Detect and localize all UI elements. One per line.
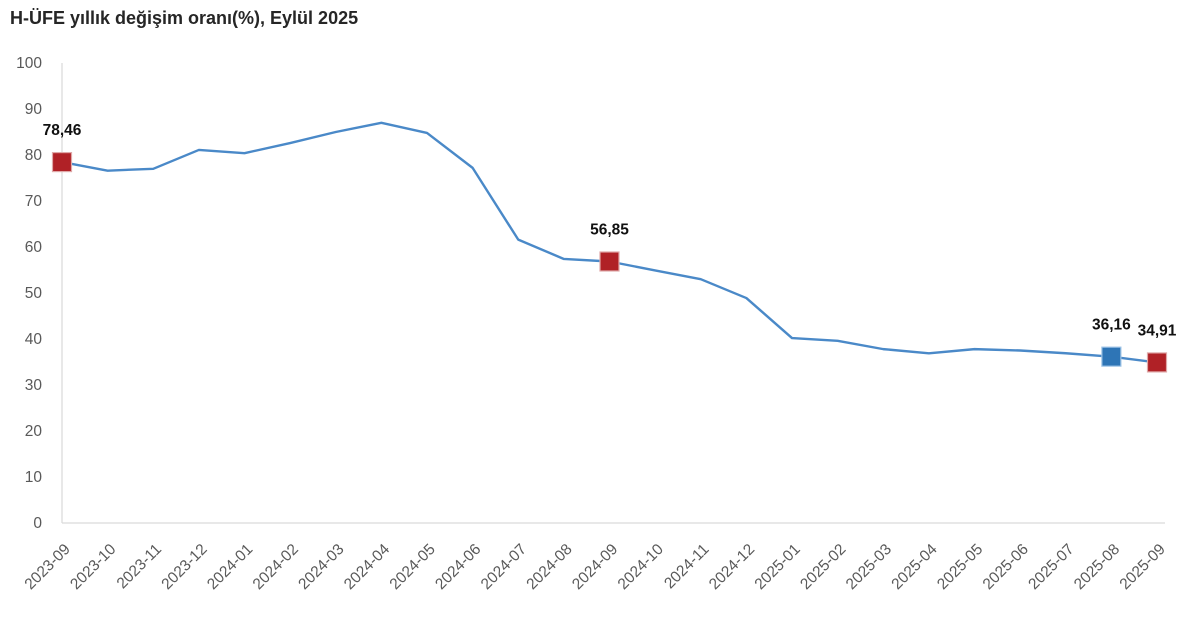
y-tick-label: 30 — [25, 377, 43, 394]
y-tick-label: 50 — [25, 285, 43, 302]
x-tick-label: 2023-10 — [67, 541, 120, 594]
x-tick-label: 2025-06 — [980, 541, 1032, 593]
y-tick-label: 90 — [25, 101, 43, 118]
marker-2025-09 — [1146, 352, 1168, 373]
data-label-2025-09: 34,91 — [1138, 322, 1177, 339]
y-tick-label: 40 — [25, 331, 43, 348]
y-tick-label: 10 — [25, 469, 43, 486]
x-tick-label: 2024-09 — [569, 541, 621, 593]
data-label-2024-09: 56,85 — [590, 221, 629, 238]
marker-2023-09 — [51, 151, 73, 173]
y-tick-label: 0 — [33, 515, 42, 532]
data-line — [60, 121, 1159, 364]
x-tick-label: 2025-05 — [934, 541, 986, 593]
x-tick-label: 2024-03 — [295, 541, 347, 593]
x-tick-label: 2025-07 — [1025, 541, 1077, 593]
chart-title: H-ÜFE yıllık değişim oranı(%), Eylül 202… — [10, 8, 359, 28]
y-tick-label: 20 — [25, 423, 43, 440]
y-tick-label: 70 — [25, 193, 43, 210]
data-label-2023-09: 78,46 — [43, 122, 82, 139]
x-tick-label: 2024-01 — [204, 541, 256, 593]
x-tick-label: 2023-11 — [114, 541, 165, 592]
x-tick-label: 2024-06 — [432, 541, 484, 593]
x-tick-label: 2025-09 — [1117, 541, 1169, 593]
x-tick-label: 2025-01 — [752, 541, 804, 593]
x-tick-label: 2025-04 — [888, 541, 941, 594]
marker-2025-08 — [1101, 346, 1122, 367]
x-tick-label: 2023-09 — [22, 541, 74, 593]
x-tick-label: 2024-11 — [661, 541, 712, 592]
data-label-2025-08: 36,16 — [1092, 317, 1131, 334]
x-tick-label: 2024-12 — [706, 541, 758, 593]
x-tick-label: 2024-07 — [478, 541, 530, 593]
x-tick-label: 2025-08 — [1071, 541, 1123, 593]
x-tick-label: 2025-03 — [843, 541, 895, 593]
x-tick-label: 2024-05 — [387, 541, 439, 593]
x-tick-label: 2024-08 — [523, 541, 575, 593]
x-tick-label: 2023-12 — [158, 541, 210, 593]
x-tick-label: 2025-02 — [797, 541, 849, 593]
x-tick-label: 2024-04 — [341, 541, 394, 594]
y-tick-label: 100 — [16, 55, 42, 72]
x-tick-label: 2024-02 — [250, 541, 302, 593]
y-tick-label: 80 — [25, 147, 43, 164]
y-tick-label: 60 — [25, 239, 43, 256]
x-tick-label: 2024-10 — [615, 541, 668, 594]
marker-2024-09 — [599, 251, 620, 272]
